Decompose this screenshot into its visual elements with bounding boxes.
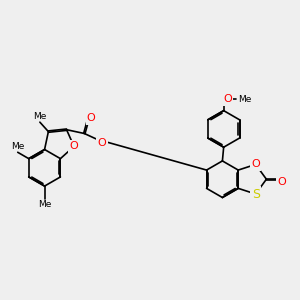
Text: O: O xyxy=(98,138,106,148)
Text: O: O xyxy=(223,94,232,104)
Text: Me: Me xyxy=(11,142,24,151)
Text: Me: Me xyxy=(238,95,251,104)
Text: O: O xyxy=(277,177,286,187)
Text: O: O xyxy=(87,113,96,123)
Text: Me: Me xyxy=(38,200,51,209)
Text: O: O xyxy=(70,141,78,152)
Text: O: O xyxy=(251,159,260,170)
Text: Me: Me xyxy=(33,112,46,121)
Text: S: S xyxy=(252,188,260,200)
